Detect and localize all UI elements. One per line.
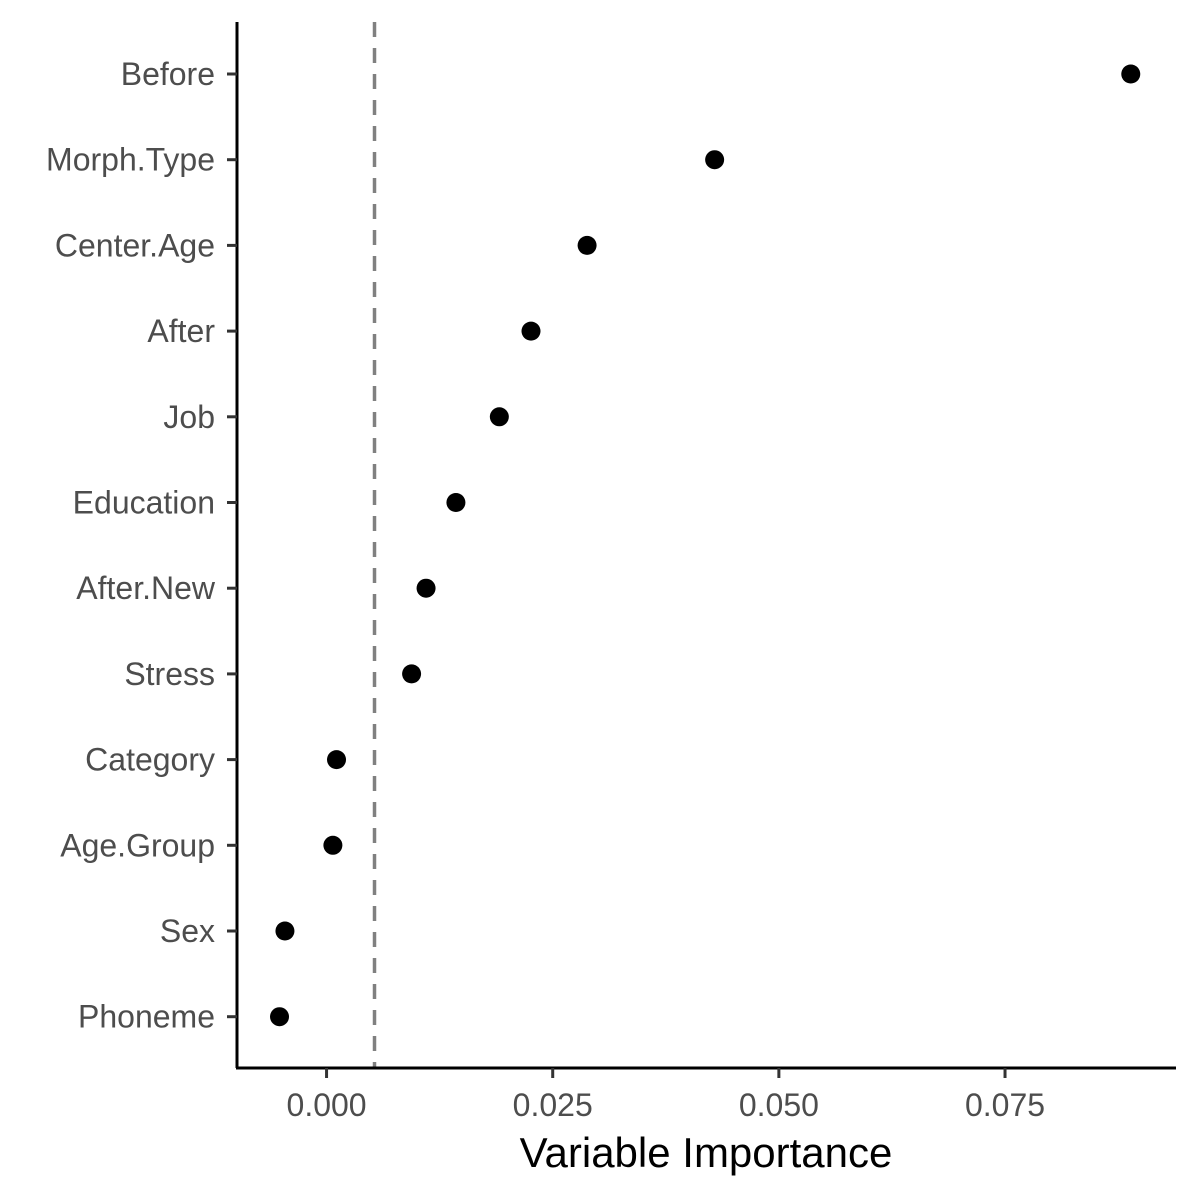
data-point-stress <box>402 664 422 684</box>
x-tick-label: 0.000 <box>287 1087 367 1123</box>
data-point-sex <box>275 921 295 941</box>
y-tick-label: After.New <box>76 570 216 606</box>
x-tick-label: 0.050 <box>739 1087 819 1123</box>
x-tick-label: 0.025 <box>513 1087 593 1123</box>
y-tick-label: Morph.Type <box>46 142 215 178</box>
y-tick-label: Center.Age <box>55 227 215 263</box>
data-point-category <box>327 750 347 770</box>
y-tick-label: Before <box>121 56 215 92</box>
y-tick-label: Education <box>73 485 215 521</box>
data-point-before <box>1121 64 1141 84</box>
data-point-phoneme <box>270 1007 290 1027</box>
data-point-after <box>521 321 541 341</box>
data-point-age-group <box>323 835 343 855</box>
y-tick-label: Stress <box>124 656 215 692</box>
y-tick-label: Category <box>85 742 215 778</box>
data-point-job <box>489 407 509 427</box>
y-tick-label: Phoneme <box>78 999 215 1035</box>
data-point-center-age <box>577 235 597 255</box>
data-points <box>270 64 1141 1027</box>
x-ticks: 0.000 0.025 0.050 0.075 <box>287 1068 1045 1123</box>
x-axis-title: Variable Importance <box>520 1129 893 1176</box>
y-ticks: Before Morph.Type Center.Age After Job Educat… <box>46 56 237 1035</box>
y-tick-label: After <box>147 313 215 349</box>
y-tick-label: Age.Group <box>60 827 215 863</box>
x-tick-label: 0.075 <box>965 1087 1045 1123</box>
axes-layer <box>235 22 1176 1070</box>
data-point-morph-type <box>705 150 725 170</box>
data-point-education <box>446 493 466 512</box>
y-tick-label: Sex <box>160 913 215 949</box>
data-point-after-new <box>416 578 436 598</box>
y-tick-label: Job <box>163 399 215 435</box>
